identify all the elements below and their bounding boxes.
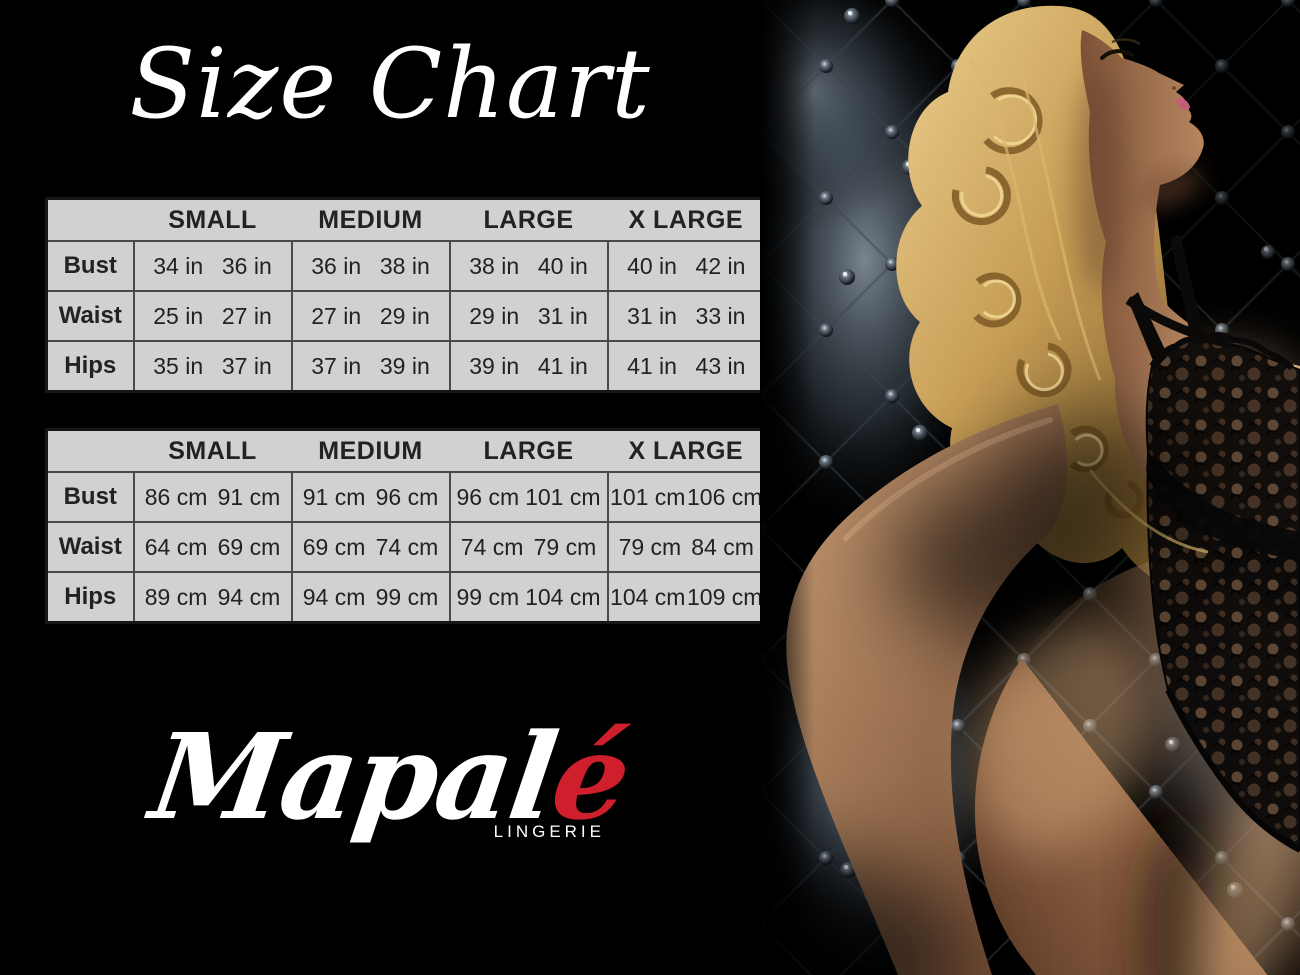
- table-row-bust: Bust 86 cm 91 cm 91 cm 96 cm 96 cm 101 cm 1…: [45, 471, 767, 523]
- size-cell: 74 cm 79 cm: [448, 521, 609, 573]
- row-label: Waist: [45, 290, 135, 342]
- header-row: SMALL MEDIUM LARGE X LARGE: [46, 198, 766, 242]
- row-label: Bust: [45, 471, 135, 523]
- table-row-waist: Waist 25 in 27 in 27 in 29 in 29 in 31 in 3…: [45, 290, 767, 342]
- column-header-xlarge: X LARGE: [607, 198, 766, 242]
- size-cell: 69 cm 74 cm: [290, 521, 451, 573]
- column-header-medium: MEDIUM: [291, 429, 450, 473]
- model-photo: [760, 0, 1300, 975]
- column-header-medium: MEDIUM: [291, 198, 450, 242]
- halter-strap: [1170, 234, 1206, 344]
- size-cell: 41 in 43 in: [606, 340, 767, 393]
- column-header-small: SMALL: [133, 429, 292, 473]
- size-cell: 96 cm 101 cm: [448, 471, 609, 523]
- brand-main: Mapal: [143, 707, 564, 846]
- size-cell: 37 in 39 in: [290, 340, 451, 393]
- size-cell: 34 in 36 in: [132, 240, 293, 292]
- size-cell: 38 in 40 in: [448, 240, 609, 292]
- corner-cell: [46, 429, 134, 473]
- row-label: Bust: [45, 240, 135, 292]
- size-cell: 40 in 42 in: [606, 240, 767, 292]
- size-cell: 101 cm 106 cm: [606, 471, 767, 523]
- brand-logo: Mapalé LINGERIE: [0, 707, 780, 846]
- chart-panel: Size Chart SMALL MEDIUM LARGE X LARGE Bu…: [0, 28, 780, 846]
- row-label: Waist: [45, 521, 135, 573]
- eyelashes: [1100, 49, 1134, 60]
- size-cell: 31 in 33 in: [606, 290, 767, 342]
- row-label: Hips: [45, 340, 135, 393]
- size-cell: 86 cm 91 cm: [132, 471, 293, 523]
- size-cell: 89 cm 94 cm: [132, 571, 293, 624]
- model-photo-illustration: [760, 0, 1300, 975]
- size-cell: 36 in 38 in: [290, 240, 451, 292]
- nostril: [1172, 86, 1176, 90]
- size-cell: 39 in 41 in: [448, 340, 609, 393]
- eyebrow: [1111, 38, 1141, 46]
- column-header-xlarge: X LARGE: [607, 429, 766, 473]
- lace-hem: [1165, 688, 1300, 853]
- lips: [1176, 97, 1190, 111]
- header-row: SMALL MEDIUM LARGE X LARGE: [46, 429, 766, 473]
- chest-strap: [1125, 296, 1232, 349]
- size-cell: 29 in 31 in: [448, 290, 609, 342]
- row-label: Hips: [45, 571, 135, 624]
- lace-scallop-top: [1149, 332, 1295, 371]
- size-cell: 25 in 27 in: [132, 290, 293, 342]
- brand-wordmark: Mapalé: [143, 707, 636, 846]
- page-title: Size Chart: [129, 28, 651, 140]
- column-header-small: SMALL: [133, 198, 292, 242]
- table-row-waist: Waist 64 cm 69 cm 69 cm 74 cm 74 cm 79 cm 7…: [45, 521, 767, 573]
- size-cell: 64 cm 69 cm: [132, 521, 293, 573]
- size-cell: 104 cm 109 cm: [606, 571, 767, 624]
- model-figure: [786, 5, 1300, 975]
- size-cell: 91 cm 96 cm: [290, 471, 451, 523]
- table-row-bust: Bust 34 in 36 in 36 in 38 in 38 in 40 in 40…: [45, 240, 767, 292]
- corner-cell: [46, 198, 134, 242]
- size-table-centimeters: SMALL MEDIUM LARGE X LARGE Bust 86 cm 91 …: [45, 428, 767, 624]
- underband: [1146, 452, 1300, 560]
- size-cell: 79 cm 84 cm: [606, 521, 767, 573]
- size-table-inches: SMALL MEDIUM LARGE X LARGE Bust 34 in 36 …: [45, 197, 767, 393]
- size-cell: 99 cm 104 cm: [448, 571, 609, 624]
- size-cell: 94 cm 99 cm: [290, 571, 451, 624]
- table-row-hips: Hips 89 cm 94 cm 94 cm 99 cm 99 cm 104 cm 1…: [45, 571, 767, 624]
- table-row-hips: Hips 35 in 37 in 37 in 39 in 39 in 41 in 41…: [45, 340, 767, 393]
- size-cell: 27 in 29 in: [290, 290, 451, 342]
- brand-tagline: LINGERIE: [493, 821, 605, 841]
- column-header-large: LARGE: [449, 429, 608, 473]
- column-header-large: LARGE: [449, 198, 608, 242]
- size-cell: 35 in 37 in: [132, 340, 293, 393]
